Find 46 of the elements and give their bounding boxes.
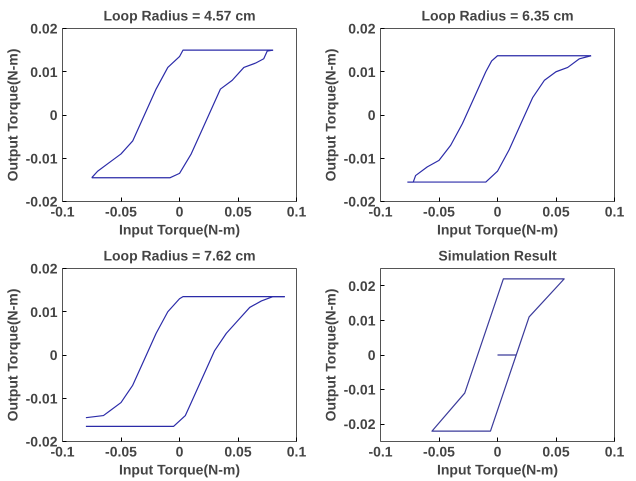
x-axis-title: Input Torque(N-m) xyxy=(118,222,240,238)
chart-title: Loop Radius = 7.62 cm xyxy=(103,248,256,264)
y-tick-label: 0 xyxy=(50,347,58,363)
y-tick-label: 0.01 xyxy=(30,304,58,320)
y-tick-label: 0.01 xyxy=(30,64,58,80)
x-tick-label: 0.1 xyxy=(604,444,624,460)
x-tick-label: 0.1 xyxy=(286,444,306,460)
x-tick-label: 0 xyxy=(176,444,184,460)
x-axis-title: Input Torque(N-m) xyxy=(436,462,558,478)
x-tick-label: -0.05 xyxy=(105,204,138,220)
x-tick-label: 0.05 xyxy=(224,204,252,220)
y-tick-label: 0.02 xyxy=(30,260,58,276)
x-tick-label: 0.05 xyxy=(542,204,570,220)
x-tick-label: 0.05 xyxy=(542,444,570,460)
chart-title: Loop Radius = 4.57 cm xyxy=(103,8,256,24)
y-tick-label: -0.01 xyxy=(26,150,58,166)
x-tick-label: -0.1 xyxy=(368,444,393,460)
x-tick-label: 0 xyxy=(494,444,502,460)
x-tick-label: 0.05 xyxy=(224,444,252,460)
x-tick-label: 0 xyxy=(176,204,184,220)
y-axis-title: Output Torque(N-m) xyxy=(4,288,21,422)
y-tick-label: 0.02 xyxy=(30,20,58,36)
x-tick-label: 0.1 xyxy=(286,204,306,220)
y-tick-label: -0.02 xyxy=(344,416,376,432)
y-axis-title: Output Torque(N-m) xyxy=(4,48,21,182)
chart-title: Simulation Result xyxy=(438,248,557,264)
y-tick-label: 0 xyxy=(368,107,376,123)
y-tick-label: 0.01 xyxy=(348,64,376,80)
y-tick-label: 0 xyxy=(368,347,376,363)
x-tick-label: -0.05 xyxy=(423,444,456,460)
x-tick-label: -0.05 xyxy=(105,444,138,460)
x-tick-label: -0.05 xyxy=(423,204,456,220)
chart-title: Loop Radius = 6.35 cm xyxy=(421,8,574,24)
x-tick-label: 0 xyxy=(494,204,502,220)
y-tick-label: 0.01 xyxy=(348,312,376,328)
y-tick-label: -0.01 xyxy=(26,390,58,406)
y-tick-label: -0.01 xyxy=(344,150,376,166)
x-tick-label: 0.1 xyxy=(604,204,624,220)
y-tick-label: 0.02 xyxy=(348,278,376,294)
y-tick-label: -0.01 xyxy=(344,382,376,398)
y-axis-title: Output Torque(N-m) xyxy=(322,48,339,182)
y-axis-title: Output Torque(N-m) xyxy=(322,288,339,422)
x-axis-title: Input Torque(N-m) xyxy=(118,462,240,478)
y-tick-label: 0.02 xyxy=(348,20,376,36)
y-tick-label: 0 xyxy=(50,107,58,123)
x-axis-title: Input Torque(N-m) xyxy=(436,222,558,238)
